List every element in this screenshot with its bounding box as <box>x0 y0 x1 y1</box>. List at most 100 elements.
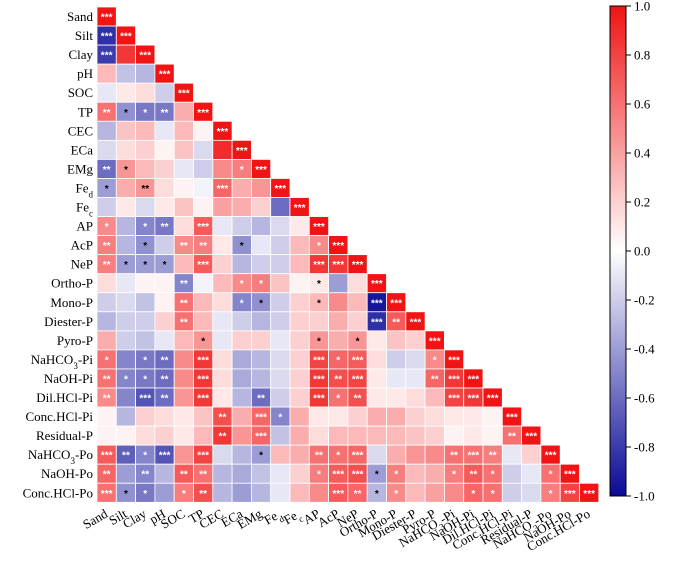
colorbar-tick-label-4: 0.2 <box>634 195 650 210</box>
cell-15-10 <box>289 292 310 313</box>
sig-25-1: * <box>124 489 128 500</box>
sig-22-6: ** <box>219 432 227 443</box>
sig-24-23: * <box>549 470 553 481</box>
cell-22-19 <box>463 425 484 446</box>
cell-7-1 <box>115 139 137 160</box>
cell-12-6 <box>212 235 233 256</box>
sig-23-19: *** <box>468 451 480 462</box>
cell-14-13 <box>347 273 368 294</box>
colorbar-tick-label-2: 0.6 <box>634 97 651 112</box>
cell-10-7 <box>231 197 252 217</box>
colorbar-tick-label-8: -0.6 <box>634 391 655 406</box>
cell-21-12 <box>328 406 349 427</box>
cell-23-7 <box>231 444 252 465</box>
cell-16-5 <box>193 311 214 332</box>
cell-6-2 <box>135 120 156 141</box>
row-label-12: AcP <box>71 238 93 253</box>
cell-18-8 <box>250 349 272 370</box>
cell-19-6 <box>212 368 233 389</box>
sig-24-5: ** <box>199 470 207 481</box>
cell-7-4 <box>173 139 194 160</box>
cell-13-7 <box>231 254 252 275</box>
sig-21-9: * <box>278 413 282 424</box>
sig-14-8: * <box>259 279 263 290</box>
sig-24-15: * <box>394 470 398 481</box>
sig-8-8: *** <box>255 165 267 176</box>
cell-21-17 <box>424 406 445 427</box>
cell-12-1 <box>115 235 137 256</box>
sig-15-4: ** <box>180 298 188 309</box>
cell-25-17 <box>424 482 445 503</box>
cell-21-7 <box>231 406 252 427</box>
sig-20-12: * <box>336 394 340 405</box>
sig-23-13: *** <box>352 451 364 462</box>
sig-13-12: *** <box>332 260 344 271</box>
sig-5-1: * <box>124 108 128 119</box>
cell-10-3 <box>154 197 175 217</box>
colorbar-tick-label-7: -0.4 <box>634 342 655 357</box>
cell-23-21 <box>501 444 522 465</box>
cell-3-0 <box>96 63 117 84</box>
cell-4-0 <box>96 82 117 103</box>
colorbar-tick-label-5: 0.0 <box>634 244 650 259</box>
sig-23-23: *** <box>545 451 557 462</box>
cell-21-4 <box>173 406 194 427</box>
cell-9-8 <box>250 178 272 198</box>
cell-10-2 <box>135 197 156 217</box>
cell-11-6 <box>212 216 233 237</box>
cell-18-14 <box>366 349 387 370</box>
heatmap-cells: ****** ****** *********** * * ** *********** * *… <box>96 6 600 503</box>
cell-22-12 <box>328 425 349 446</box>
sig-22-22: *** <box>525 432 537 443</box>
cell-15-5 <box>193 292 214 313</box>
sig-12-11: * <box>317 241 321 252</box>
cell-13-9 <box>270 254 291 275</box>
sig-19-2: * <box>143 374 147 385</box>
cell-23-22 <box>521 444 542 465</box>
cell-18-10 <box>289 349 310 370</box>
cell-11-1 <box>115 216 137 237</box>
row-label-5: TP <box>78 104 93 119</box>
sig-5-5: *** <box>197 108 209 119</box>
cell-22-14 <box>366 425 387 446</box>
sig-21-6: ** <box>219 413 227 424</box>
cell-8-6 <box>212 158 233 179</box>
cell-21-11 <box>308 406 329 427</box>
sig-6-6: *** <box>217 127 229 138</box>
cell-21-1 <box>115 406 137 427</box>
row-label-8: EMg <box>67 161 94 176</box>
sig-24-14: * <box>375 470 379 481</box>
row-label-25: Conc.HCl-Po <box>23 485 93 500</box>
cell-8-2 <box>135 158 156 179</box>
sig-25-4: * <box>182 489 186 500</box>
cell-22-10 <box>289 425 310 446</box>
sig-21-8: *** <box>255 413 267 424</box>
sig-25-23: * <box>549 489 553 500</box>
sig-19-19: *** <box>468 374 480 385</box>
sig-5-0: ** <box>103 108 111 119</box>
cell-17-12 <box>328 330 349 351</box>
sig-19-17: ** <box>431 374 439 385</box>
cell-16-0 <box>96 311 117 332</box>
sig-18-0: * <box>105 355 109 366</box>
sig-20-2: *** <box>139 394 151 405</box>
column-labels: SandSiltClaypHSOCTPCECECaEMgFedFecAPAcPN… <box>80 506 593 555</box>
sig-22-21: ** <box>508 432 516 443</box>
col-label-11: AP <box>301 506 323 527</box>
sig-18-2: * <box>143 355 147 366</box>
sig-25-2: * <box>143 489 147 500</box>
row-label-11: AP <box>76 219 93 234</box>
row-label-6: CEC <box>68 123 93 138</box>
sig-13-5: *** <box>197 260 209 271</box>
cell-20-6 <box>212 387 233 408</box>
cell-15-0 <box>96 292 117 313</box>
cell-7-5 <box>193 139 214 160</box>
cell-24-10 <box>289 463 310 484</box>
cell-17-10 <box>289 330 310 351</box>
cell-22-2 <box>135 425 156 446</box>
sig-15-14: *** <box>371 298 383 309</box>
sig-18-3: ** <box>161 355 169 366</box>
sig-20-13: ** <box>354 394 362 405</box>
cell-2-1 <box>115 44 137 65</box>
sig-25-0: *** <box>101 489 113 500</box>
